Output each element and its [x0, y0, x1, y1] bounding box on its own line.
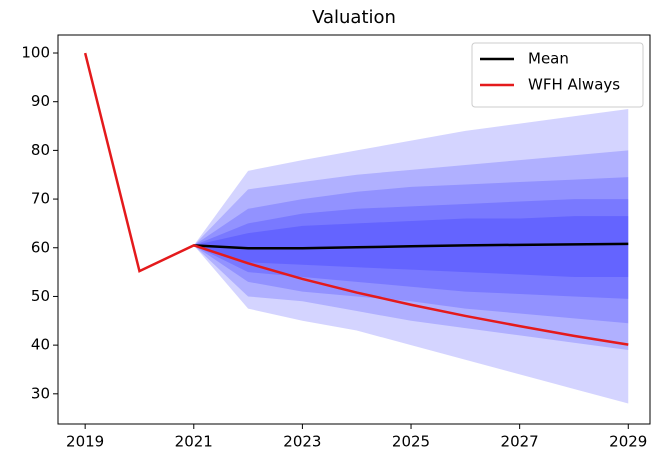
x-tick-label: 2029	[609, 433, 647, 451]
series-line	[193, 242, 629, 250]
x-tick-label: 2027	[501, 433, 539, 451]
legend-label: Mean	[528, 50, 569, 68]
y-tick-label: 90	[31, 92, 50, 110]
legend-label: WFH Always	[528, 76, 620, 94]
x-tick-label: 2021	[175, 433, 213, 451]
legend-box	[471, 42, 644, 108]
chart-title: Valuation	[312, 7, 396, 28]
y-tick-label: 50	[31, 287, 50, 305]
y-tick-label: 60	[31, 238, 50, 256]
fan-band	[193, 109, 629, 404]
plot-frame	[57, 34, 651, 425]
fan-band	[193, 150, 629, 350]
y-tick-label: 70	[31, 190, 50, 208]
x-tick-label: 2019	[66, 433, 104, 451]
series-line	[83, 52, 629, 346]
y-tick-label: 100	[21, 44, 50, 62]
fan-band	[193, 199, 629, 299]
y-tick-label: 80	[31, 141, 50, 159]
x-tick-label: 2023	[283, 433, 321, 451]
fan-band	[193, 177, 629, 324]
y-tick-label: 40	[31, 336, 50, 354]
x-tick-label: 2025	[392, 433, 430, 451]
y-tick-label: 30	[31, 384, 50, 402]
